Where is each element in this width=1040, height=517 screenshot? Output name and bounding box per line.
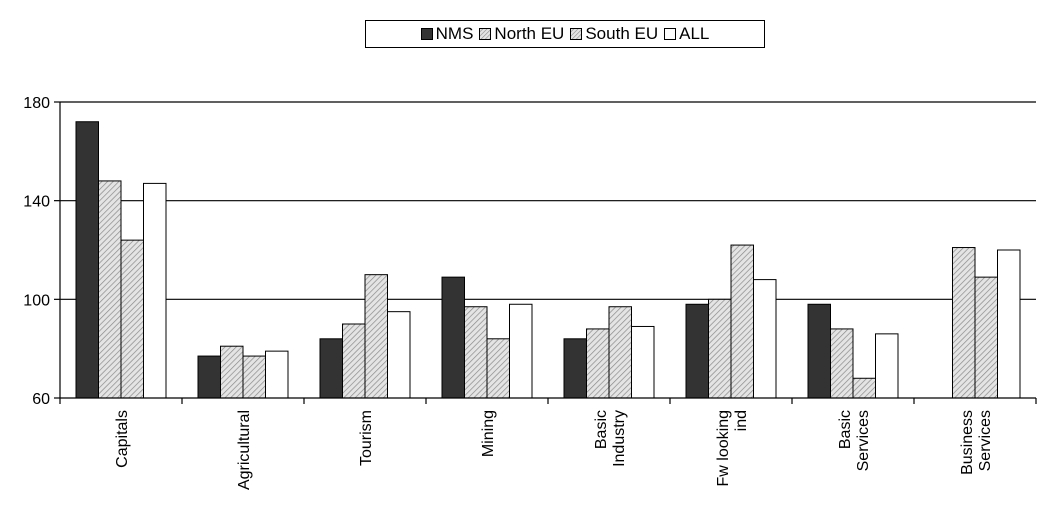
x-category-label-4-1: Industry	[611, 410, 628, 467]
legend-swatch-south-eu	[570, 28, 583, 40]
bar-south-eu-5	[730, 244, 754, 399]
y-tick-label-60: 60	[32, 391, 50, 408]
legend-swatch-nms	[420, 28, 433, 40]
bar-north-eu-6	[830, 328, 854, 399]
x-category-label-1-0: Agricultural	[236, 410, 253, 490]
legend-item-south-eu: South EU	[570, 24, 658, 44]
x-category-label-5-1: ind	[733, 410, 750, 431]
bar-all-7	[997, 249, 1021, 399]
bar-north-eu-7	[952, 247, 976, 399]
bar-south-eu-2	[364, 274, 388, 399]
legend-swatch-north-eu	[479, 28, 492, 40]
bar-all-5	[753, 279, 777, 399]
y-tick-label-180: 180	[23, 95, 50, 112]
bar-south-eu-6	[852, 377, 876, 399]
legend-item-nms: NMS	[420, 24, 474, 44]
legend-item-north-eu: North EU	[479, 24, 564, 44]
bar-nms-0	[75, 121, 99, 399]
bar-south-eu-4	[608, 306, 632, 399]
bar-south-eu-3	[486, 338, 510, 399]
bar-north-eu-2	[342, 323, 366, 399]
x-category-label-3-0: Mining	[480, 410, 497, 457]
legend-label-north-eu: North EU	[494, 24, 565, 43]
axes: 60 100 140 180 Capitals Agricultural Tourism Mi…	[23, 95, 1037, 490]
bar-south-eu-7	[974, 276, 998, 399]
y-tick-label-140: 140	[23, 194, 50, 211]
bar-south-eu-1	[242, 355, 266, 399]
legend-label-south-eu: South EU	[585, 24, 659, 43]
bar-nms-2	[319, 338, 343, 399]
bar-north-eu-4	[586, 328, 610, 399]
bar-north-eu-5	[708, 298, 732, 399]
x-category-label-4-0: Basic	[593, 410, 610, 449]
x-category-label-7-1: Services	[977, 410, 994, 471]
x-category-label-7-0: Business	[959, 410, 976, 475]
x-category-label-6-0: Basic	[837, 410, 854, 449]
bar-all-4	[631, 325, 655, 399]
bar-all-2	[387, 311, 411, 399]
bar-all-0	[143, 182, 167, 399]
bar-nms-5	[685, 303, 709, 399]
bar-nms-1	[197, 355, 221, 399]
bar-all-3	[509, 303, 533, 399]
x-category-label-0-0: Capitals	[114, 410, 131, 468]
legend-swatch-all	[664, 28, 677, 40]
legend-label-all: ALL	[679, 24, 710, 43]
chart-legend: NMS North EU South EU ALL	[365, 20, 765, 48]
x-category-label-6-1: Services	[855, 410, 872, 471]
bar-nms-6	[807, 303, 831, 399]
gridlines	[60, 101, 1036, 300]
legend-item-all: ALL	[664, 24, 709, 44]
legend-label-nms: NMS	[435, 24, 474, 43]
bar-nms-4	[563, 338, 587, 399]
x-category-label-2-0: Tourism	[358, 410, 375, 466]
bar-all-1	[265, 350, 289, 399]
bar-north-eu-1	[220, 345, 244, 399]
bar-south-eu-0	[120, 239, 144, 399]
bar-all-6	[875, 333, 899, 399]
bar-nms-3	[441, 276, 465, 399]
y-tick-label-100: 100	[23, 292, 50, 309]
x-category-label-5-0: Fw looking	[715, 410, 732, 486]
bars	[75, 121, 1021, 399]
bar-north-eu-3	[464, 306, 488, 399]
bar-north-eu-0	[98, 180, 122, 399]
